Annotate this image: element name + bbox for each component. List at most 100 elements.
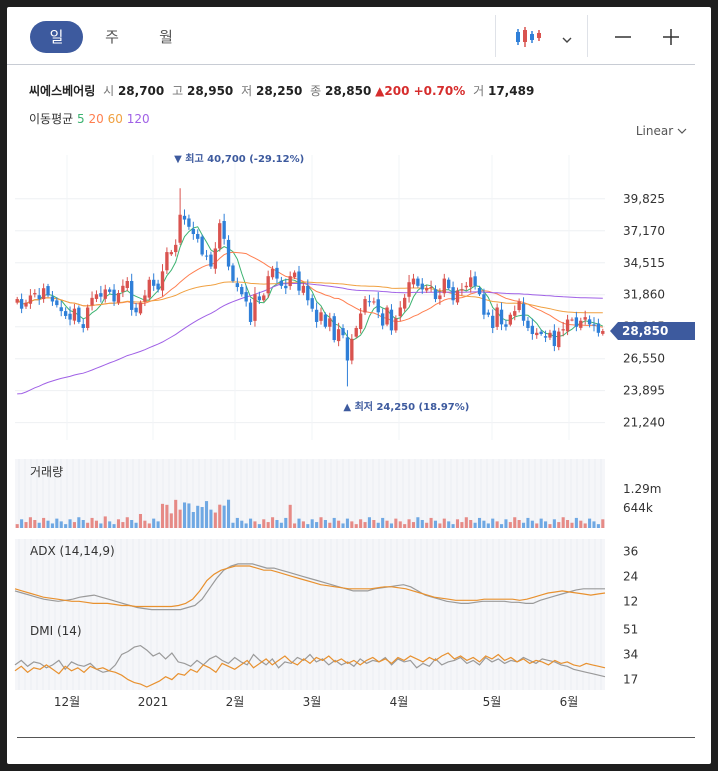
volume-bar — [147, 523, 151, 528]
volume-bar — [429, 517, 433, 528]
volume-bar — [460, 522, 464, 528]
candle-body — [160, 271, 165, 291]
candle-body — [411, 278, 416, 285]
volume-axis-label: 1.29m — [623, 482, 661, 496]
candlestick-icon[interactable] — [515, 25, 541, 53]
candle-body — [385, 307, 389, 325]
candle-body — [147, 279, 151, 298]
candle-body — [90, 297, 94, 306]
volume-bar — [94, 520, 98, 528]
volume-bar — [601, 519, 605, 528]
candle-body — [438, 295, 442, 300]
volume-bar — [477, 517, 482, 528]
candle-body — [248, 302, 253, 322]
candle-body — [94, 294, 99, 299]
candle-body — [33, 293, 37, 295]
candle-body — [394, 318, 398, 331]
candle-body — [59, 307, 63, 312]
candle-body — [55, 300, 59, 306]
volume-bar — [28, 517, 32, 528]
volume-bar — [323, 519, 327, 528]
candle-body — [310, 298, 314, 309]
candle-body — [442, 278, 446, 294]
volume-bar — [249, 518, 253, 528]
dmi-axis-label: 17 — [623, 673, 638, 687]
volume-bar — [156, 521, 160, 528]
candle-body — [218, 223, 222, 249]
volume-bar — [539, 518, 543, 528]
zoom-out-icon[interactable] — [613, 27, 633, 51]
volume-bar — [548, 524, 552, 528]
price-axis-tick-label: 26,550 — [623, 352, 665, 366]
volume-bar — [588, 518, 592, 528]
candle-body — [345, 337, 350, 361]
time-axis-label: 2월 — [226, 695, 245, 709]
ma-120-label: 120 — [126, 112, 150, 126]
volume-bar — [191, 511, 195, 528]
volume-bar — [319, 517, 323, 528]
high-annotation: ▼ 최고 40,700 (-29.12%) — [174, 152, 304, 165]
scale-mode-dropdown[interactable]: Linear — [636, 124, 687, 138]
candle-body — [288, 276, 292, 287]
candle-body — [116, 293, 121, 303]
volume-bar — [99, 523, 103, 528]
candle-body — [270, 268, 275, 278]
volume-bar — [37, 522, 41, 528]
candle-body — [77, 307, 81, 322]
zoom-in-icon[interactable] — [661, 27, 681, 51]
volume-bar — [187, 503, 191, 528]
volume-bar — [359, 519, 363, 528]
candle-body — [85, 307, 90, 328]
adx-series-1 — [14, 563, 605, 611]
volume-bar — [491, 518, 495, 528]
volume-bar — [125, 517, 129, 528]
volume-bar — [310, 519, 314, 528]
volume-bar — [262, 519, 266, 528]
ma-5-label: 5 — [77, 112, 85, 126]
period-tab-week[interactable]: 주 — [105, 28, 119, 46]
volume-bar — [535, 523, 539, 528]
volume-bar — [341, 523, 345, 528]
volume-bar — [15, 524, 19, 528]
last-price-label: 28,850 — [622, 324, 668, 338]
volume-bar — [433, 520, 438, 528]
volume-bar — [570, 522, 574, 528]
high-value: 28,950 — [186, 84, 234, 98]
volume-bar — [455, 519, 460, 528]
volume-bar — [574, 517, 578, 528]
time-axis-label: 2021 — [138, 695, 169, 709]
chevron-down-icon[interactable] — [561, 29, 573, 48]
volume-bar — [363, 522, 367, 528]
volume-bar — [394, 518, 398, 528]
candle-body — [389, 309, 394, 331]
candle-body — [464, 285, 468, 288]
stock-chart[interactable]: 39,82537,17034,51531,86029,20526,55023,8… — [7, 7, 711, 727]
volume-bar — [143, 520, 147, 528]
scale-mode-label: Linear — [635, 124, 674, 138]
candle-body — [24, 302, 28, 307]
volume-bar — [306, 524, 310, 528]
candle-body — [191, 228, 195, 235]
volume-label: 거 — [473, 84, 485, 98]
period-tab-month[interactable]: 월 — [159, 28, 173, 46]
candle-body — [398, 307, 402, 317]
time-axis-label: 5월 — [483, 695, 502, 709]
candle-body — [262, 295, 266, 301]
period-tab-day[interactable]: 일 — [30, 21, 83, 53]
candle-body — [209, 254, 213, 267]
candle-body — [244, 292, 248, 302]
candle-body — [372, 301, 376, 303]
candle-body — [530, 325, 535, 334]
ma-60-line — [16, 281, 603, 314]
candle-body — [174, 244, 178, 253]
candle-body — [336, 329, 341, 342]
candle-body — [134, 307, 138, 313]
candle-body — [539, 331, 543, 334]
volume-bar — [108, 521, 112, 528]
volume-bar — [596, 524, 600, 528]
candle-body — [99, 293, 103, 297]
volume-bar — [204, 501, 209, 528]
volume-bar — [200, 507, 204, 528]
volume-bar — [50, 523, 54, 528]
volume-bar — [315, 522, 319, 528]
